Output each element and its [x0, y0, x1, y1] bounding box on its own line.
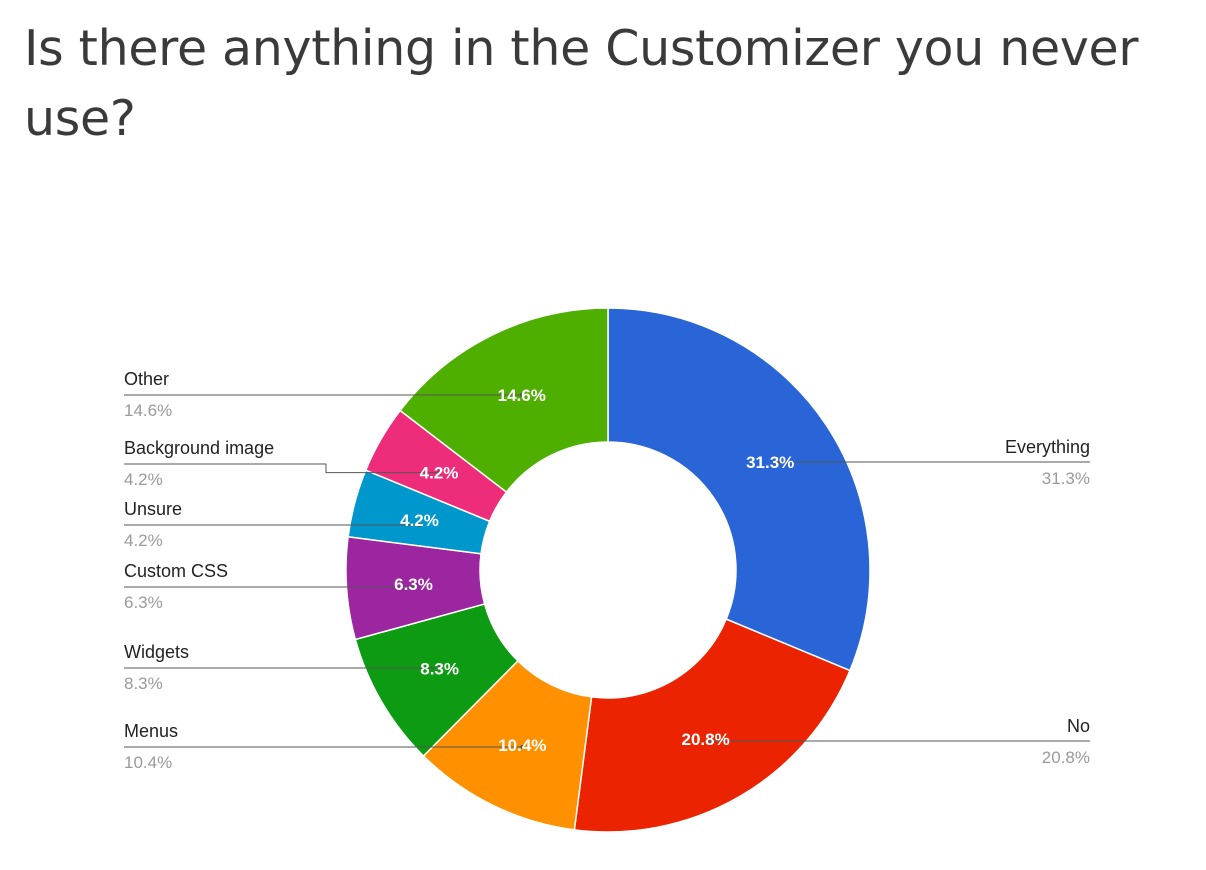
legend-value-menus: 10.4% [124, 753, 172, 772]
leader-dot-background-image [437, 470, 442, 475]
page-title: Is there anything in the Customizer you … [24, 20, 1139, 147]
slice-label-menus: 10.4% [498, 736, 546, 755]
slice-label-unsure: 4.2% [400, 511, 439, 530]
slice-no [573, 618, 851, 833]
legend-value-background-image: 4.2% [124, 470, 163, 489]
leader-dot-custom-css [411, 585, 416, 589]
legend-value-everything: 31.3% [1042, 469, 1090, 488]
slice-everything [607, 307, 871, 672]
slices-layer [345, 307, 871, 833]
legend-layer: Everything 31.3% No 20.8% Other 14.6% Backgrou… [124, 369, 1090, 772]
slice-labels-layer: 31.3% 20.8% 10.4% 8.3% 6.3% 4.2% 4.2% 14.6% [394, 386, 794, 755]
leader-dot-unsure [417, 523, 422, 527]
slice-label-other: 14.6% [498, 386, 546, 405]
legend-value-unsure: 4.2% [124, 531, 163, 550]
legend-value-widgets: 8.3% [124, 674, 163, 693]
leader-dot-other [519, 393, 524, 397]
legend-name-unsure: Unsure [124, 499, 182, 519]
legend-name-no: No [1067, 716, 1090, 736]
leader-dot-menus [520, 745, 525, 749]
slice-label-no: 20.8% [681, 730, 729, 749]
slice-label-custom-css: 6.3% [394, 575, 433, 594]
legend-name-other: Other [124, 369, 169, 389]
slice-other [399, 307, 609, 494]
legend-name-everything: Everything [1005, 437, 1090, 457]
legend-name-background-image: Background image [124, 438, 274, 458]
legend-value-custom-css: 6.3% [124, 593, 163, 612]
leader-line-background-image [124, 463, 440, 474]
slice-label-background-image: 4.2% [420, 464, 459, 483]
legend-value-other: 14.6% [124, 401, 172, 420]
slice-label-widgets: 8.3% [420, 659, 459, 678]
leader-dot-widgets [437, 666, 442, 670]
legend-name-menus: Menus [124, 721, 178, 741]
legend-value-no: 20.8% [1042, 748, 1090, 767]
legend-name-widgets: Widgets [124, 642, 189, 662]
legend-name-custom-css: Custom CSS [124, 561, 228, 581]
slice-label-everything: 31.3% [746, 453, 794, 472]
leader-lines-layer [124, 393, 1090, 749]
